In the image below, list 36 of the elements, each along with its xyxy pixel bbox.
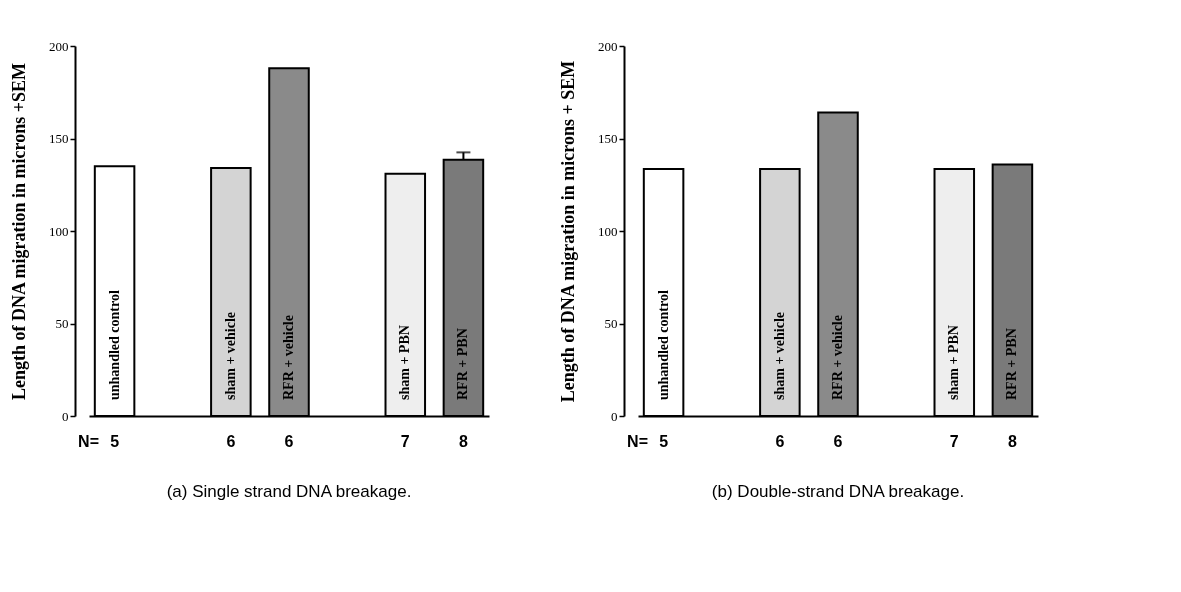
y-tick-label: 100 <box>49 223 69 239</box>
x-tick-label: sham + PBN <box>946 325 962 400</box>
text: N= <box>627 433 648 450</box>
y-tick-label: 0 <box>62 408 69 424</box>
text: 5 <box>110 433 120 450</box>
x-tick-label: RFR + vehicle <box>281 315 296 400</box>
text: 5 <box>659 433 669 450</box>
text: N= <box>78 433 99 450</box>
text: 7 <box>400 433 410 450</box>
text: 7 <box>949 433 959 450</box>
text: 6 <box>775 433 785 450</box>
x-tick-label: unhandled control <box>106 290 122 400</box>
x-tick-label: RFR + PBN <box>1004 328 1020 400</box>
x-tick-label: sham + PBN <box>397 325 413 400</box>
text: 6 <box>226 433 236 450</box>
x-tick-label: sham + vehicle <box>771 311 787 400</box>
y-tick-label: 50 <box>55 316 69 331</box>
text: 6 <box>284 433 294 450</box>
text: 8 <box>458 433 468 450</box>
x-tick-label: RFR + vehicle <box>830 315 845 400</box>
y-tick-label: 200 <box>49 38 69 54</box>
x-tick-label: RFR + PBN <box>455 328 471 400</box>
text: (a) Single strand DNA breakage. <box>166 482 412 501</box>
y-tick-label: 0 <box>611 408 618 424</box>
y-tick-label: 50 <box>604 316 618 331</box>
y-axis-title: Length of DNA migration in microns + SEM <box>558 60 578 403</box>
text: 6 <box>833 433 843 450</box>
text: 8 <box>1007 433 1017 450</box>
y-tick-label: 150 <box>49 131 69 146</box>
y-tick-label: 100 <box>598 223 618 239</box>
y-tick-label: 200 <box>598 38 618 54</box>
x-tick-label: unhandled control <box>655 290 671 400</box>
y-tick-label: 150 <box>598 131 618 146</box>
text: (b) Double-strand DNA breakage. <box>711 482 965 501</box>
x-tick-label: sham + vehicle <box>222 311 238 400</box>
y-axis-title: Length of DNA migration in microns +SEM <box>9 63 29 400</box>
